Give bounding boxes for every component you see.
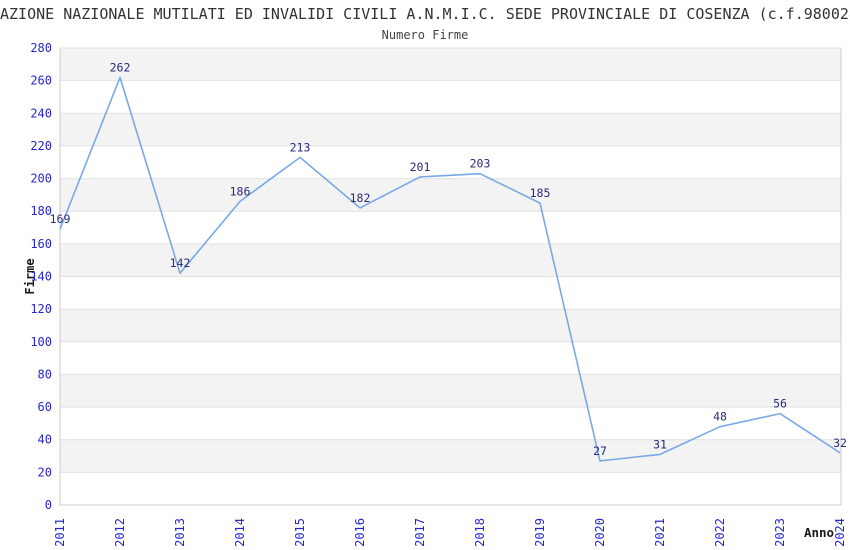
- data-label: 201: [410, 160, 431, 174]
- x-tick-label: 2024: [833, 518, 847, 547]
- x-tick-label: 2019: [533, 518, 547, 547]
- data-label: 182: [350, 191, 371, 205]
- x-tick-label: 2023: [773, 518, 787, 547]
- plot-band: [60, 113, 841, 146]
- data-label: 262: [110, 60, 131, 74]
- x-axis-title: Anno: [804, 525, 834, 540]
- data-label: 56: [773, 397, 787, 411]
- y-tick-label: 260: [30, 74, 52, 88]
- y-tick-label: 60: [38, 400, 52, 414]
- chart-subtitle: Numero Firme: [381, 28, 469, 42]
- plot-band: [60, 309, 841, 342]
- y-tick-label: 0: [45, 498, 52, 512]
- data-label: 27: [593, 444, 607, 458]
- x-tick-label: 2014: [233, 518, 247, 547]
- data-label: 31: [653, 437, 667, 451]
- y-tick-label: 220: [30, 139, 52, 153]
- x-tick-label: 2021: [653, 518, 667, 547]
- data-label: 169: [50, 212, 71, 226]
- x-tick-label: 2012: [113, 518, 127, 547]
- x-tick-label: 2013: [173, 518, 187, 547]
- y-tick-label: 80: [38, 367, 52, 381]
- y-tick-label: 20: [38, 465, 52, 479]
- y-tick-label: 140: [30, 270, 52, 284]
- data-line: [59, 76, 841, 462]
- plot-band: [60, 178, 841, 212]
- data-label: 213: [290, 140, 311, 154]
- data-label: 48: [713, 410, 727, 424]
- x-tick-label: 2018: [473, 518, 487, 547]
- y-tick-label: 240: [30, 106, 52, 120]
- x-tick-label: 2011: [53, 518, 67, 547]
- x-tick-label: 2022: [713, 518, 727, 547]
- plot-band: [60, 374, 841, 408]
- y-tick-label: 40: [38, 433, 52, 447]
- data-label: 32: [833, 436, 847, 450]
- x-tick-label: 2020: [593, 518, 607, 547]
- x-tick-label: 2017: [413, 518, 427, 547]
- chart-main-title: AZIONE NAZIONALE MUTILATI ED INVALIDI CI…: [0, 5, 850, 23]
- plot-band: [60, 439, 841, 473]
- data-label: 203: [470, 157, 491, 171]
- y-tick-label: 180: [30, 204, 52, 218]
- x-tick-label: 2015: [293, 518, 307, 547]
- y-axis-title: Firme: [23, 258, 37, 294]
- x-tick-label: 2016: [353, 518, 367, 547]
- data-label: 186: [230, 184, 251, 198]
- data-label: 142: [170, 256, 191, 270]
- plot-band: [60, 48, 841, 81]
- y-tick-label: 280: [30, 41, 52, 55]
- y-tick-label: 160: [30, 237, 52, 251]
- data-label: 185: [530, 186, 551, 200]
- y-tick-label: 120: [30, 302, 52, 316]
- y-tick-label: 200: [30, 172, 52, 186]
- y-tick-label: 100: [30, 335, 52, 349]
